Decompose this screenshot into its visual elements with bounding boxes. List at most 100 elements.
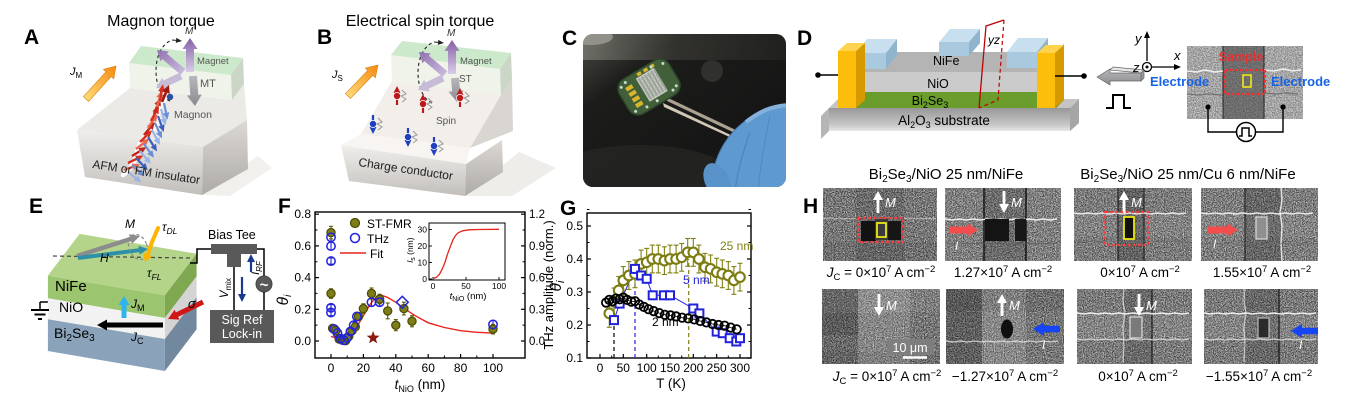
- svg-text:F: F: [278, 195, 291, 218]
- svg-text:10 μm: 10 μm: [893, 341, 928, 355]
- svg-text:A: A: [24, 26, 39, 49]
- svg-text:G: G: [560, 197, 576, 220]
- svg-text:0.2: 0.2: [566, 318, 583, 332]
- svg-text:x: x: [1173, 48, 1181, 63]
- svg-text:40: 40: [389, 361, 403, 375]
- svg-text:Magnet: Magnet: [460, 56, 492, 67]
- svg-text:0×107​ A cm−2​: 0×107​ A cm−2​: [1100, 264, 1180, 280]
- svg-text:0.2: 0.2: [294, 302, 311, 316]
- svg-text:M: M: [185, 26, 194, 37]
- svg-text:−1.55×107​ A cm−2​: −1.55×107​ A cm−2​: [1206, 368, 1312, 384]
- svg-text:300: 300: [730, 361, 750, 375]
- svg-text:ls​ (nm): ls​ (nm): [405, 237, 417, 262]
- svg-text:y: y: [1134, 31, 1143, 46]
- svg-text:NiO: NiO: [927, 77, 949, 91]
- svg-text:JC​ = 0×107​ A cm−2​: JC​ = 0×107​ A cm−2​: [826, 264, 936, 283]
- svg-text:Magnet: Magnet: [197, 56, 229, 67]
- svg-text:Sample: Sample: [1219, 50, 1264, 64]
- svg-text:M: M: [447, 28, 456, 39]
- svg-text:ST: ST: [459, 74, 472, 85]
- svg-text:JM​: JM​: [69, 66, 83, 80]
- svg-text:200: 200: [683, 361, 703, 375]
- svg-text:E: E: [29, 195, 43, 218]
- svg-text:T (K): T (K): [656, 376, 686, 391]
- svg-text:NiO: NiO: [59, 299, 83, 315]
- svg-text:H: H: [100, 251, 109, 265]
- svg-text:~: ~: [260, 277, 269, 294]
- svg-text:100: 100: [492, 281, 506, 291]
- svg-text:0×107​ A cm−2​: 0×107​ A cm−2​: [1098, 368, 1178, 384]
- svg-text:100: 100: [483, 361, 503, 375]
- svg-text:Electrical spin torque: Electrical spin torque: [346, 13, 495, 30]
- svg-text:θi​: θi​: [275, 294, 294, 305]
- svg-text:0.1: 0.1: [566, 351, 583, 365]
- svg-text:80: 80: [454, 361, 468, 375]
- svg-text:M: M: [1009, 298, 1020, 313]
- svg-text:1.27×107​ A cm−2​: 1.27×107​ A cm−2​: [954, 264, 1052, 280]
- svg-text:2 nm: 2 nm: [652, 315, 679, 329]
- svg-text:0.0: 0.0: [529, 336, 545, 348]
- svg-text:250: 250: [707, 361, 727, 375]
- svg-text:30: 30: [418, 225, 428, 235]
- svg-text:Lock-in: Lock-in: [222, 327, 262, 341]
- svg-text:0.4: 0.4: [566, 252, 583, 266]
- svg-text:JC​: JC​: [130, 330, 144, 346]
- svg-text:20: 20: [357, 361, 371, 375]
- svg-text:yz: yz: [987, 33, 1000, 47]
- svg-text:50: 50: [617, 361, 631, 375]
- svg-text:H: H: [803, 195, 818, 218]
- svg-text:0.6: 0.6: [294, 239, 311, 253]
- svg-text:0.6: 0.6: [529, 273, 545, 285]
- svg-text:1.2: 1.2: [529, 209, 545, 221]
- svg-text:M: M: [886, 298, 897, 313]
- svg-text:60: 60: [422, 361, 436, 375]
- svg-text:NiFe: NiFe: [55, 278, 87, 295]
- svg-text:D: D: [797, 27, 812, 50]
- svg-text:I: I: [1299, 338, 1303, 352]
- svg-text:0.0: 0.0: [294, 334, 311, 348]
- svg-text:Magnon: Magnon: [174, 109, 212, 121]
- svg-text:0.5: 0.5: [566, 219, 583, 233]
- svg-text:0: 0: [597, 361, 604, 375]
- svg-text:0.4: 0.4: [294, 271, 311, 285]
- svg-text:Bi2​Se3​/NiO 25 nm/NiFe: Bi2​Se3​/NiO 25 nm/NiFe: [869, 166, 1024, 185]
- svg-text:Electrode: Electrode: [1271, 74, 1330, 89]
- svg-text:20: 20: [418, 241, 428, 251]
- svg-text:0.3: 0.3: [566, 285, 583, 299]
- svg-text:Bias Tee: Bias Tee: [208, 228, 256, 242]
- svg-text:0.9: 0.9: [529, 241, 545, 253]
- svg-text:Spin: Spin: [436, 116, 456, 127]
- svg-text:M: M: [1146, 298, 1157, 313]
- svg-text:−1.27×107​ A cm−2​: −1.27×107​ A cm−2​: [952, 368, 1058, 384]
- svg-text:Bi2​Se3​/NiO 25 nm/Cu 6 nm/NiF: Bi2​Se3​/NiO 25 nm/Cu 6 nm/NiFe: [1080, 166, 1295, 185]
- svg-text:Vmix​: Vmix​: [219, 278, 233, 298]
- svg-text:B: B: [317, 26, 332, 49]
- svg-text:150: 150: [660, 361, 680, 375]
- svg-text:M: M: [1131, 195, 1142, 210]
- svg-text:Sig Ref: Sig Ref: [222, 313, 264, 327]
- svg-text:JC​ = 0×107​ A cm−2​: JC​ = 0×107​ A cm−2​: [832, 368, 942, 387]
- svg-text:0: 0: [422, 274, 427, 284]
- svg-text:Fit: Fit: [370, 247, 384, 261]
- svg-text:Al2​O3​ substrate: Al2​O3​ substrate: [898, 113, 990, 130]
- svg-text:z: z: [1132, 60, 1140, 75]
- svg-text:0: 0: [431, 281, 436, 291]
- svg-text:I: I: [1042, 338, 1046, 352]
- svg-text:THz: THz: [367, 232, 389, 246]
- svg-text:M: M: [1011, 195, 1022, 210]
- svg-text:Electrode: Electrode: [1150, 74, 1209, 89]
- svg-text:M: M: [885, 195, 896, 210]
- svg-text:10: 10: [418, 258, 428, 268]
- svg-text:50: 50: [461, 281, 471, 291]
- svg-text:I: I: [955, 239, 959, 253]
- svg-text:Magnon torque: Magnon torque: [107, 13, 215, 30]
- svg-text:0.8: 0.8: [294, 207, 311, 221]
- svg-text:JS​: JS​: [331, 69, 343, 83]
- svg-text:5 nm: 5 nm: [683, 273, 710, 287]
- svg-text:1.55×107​ A cm−2​: 1.55×107​ A cm−2​: [1213, 264, 1311, 280]
- svg-text:Bi2​Se3​: Bi2​Se3​: [912, 94, 948, 110]
- svg-text:0.3: 0.3: [529, 304, 545, 316]
- svg-text:θi​: θi​: [548, 280, 567, 291]
- svg-text:Bi2​Se3​: Bi2​Se3​: [54, 325, 95, 344]
- svg-text:100: 100: [637, 361, 657, 375]
